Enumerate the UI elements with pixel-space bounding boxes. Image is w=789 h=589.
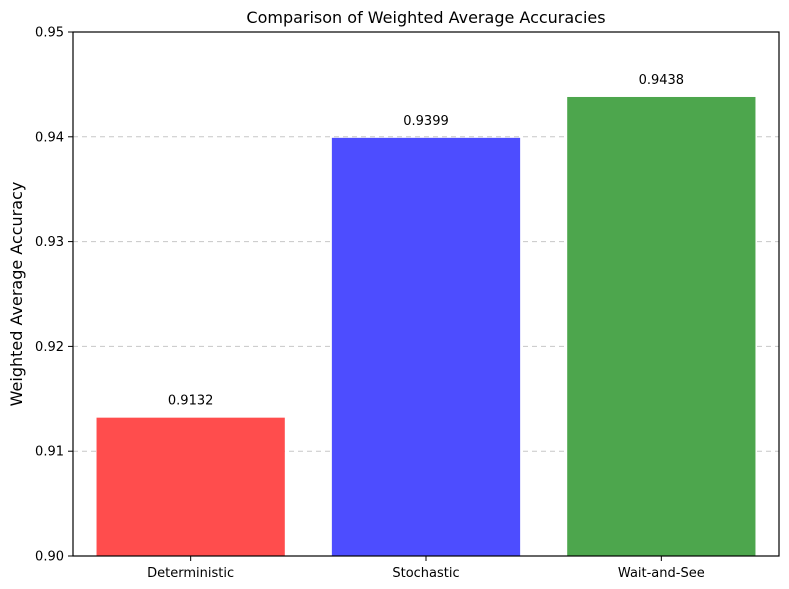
y-tick-label: 0.91 bbox=[35, 445, 64, 460]
bar-wait-and-see bbox=[567, 96, 756, 556]
x-tick-label: Wait-and-See bbox=[618, 566, 705, 581]
chart-title: Comparison of Weighted Average Accuracie… bbox=[246, 8, 605, 27]
data-label: 0.9399 bbox=[403, 114, 449, 129]
y-tick-label: 0.95 bbox=[35, 26, 64, 41]
y-tick-label: 0.93 bbox=[35, 235, 64, 250]
bar-deterministic bbox=[96, 417, 285, 556]
plot-frame bbox=[72, 31, 780, 557]
bars bbox=[96, 96, 756, 556]
data-labels: 0.9132 0.9399 0.9438 bbox=[168, 73, 684, 409]
x-tick-label: Deterministic bbox=[147, 566, 234, 581]
y-axis-label: Weighted Average Accuracy bbox=[7, 182, 26, 407]
y-tick-label: 0.92 bbox=[35, 340, 64, 355]
x-axis-ticks: Deterministic Stochastic Wait-and-See bbox=[147, 556, 705, 581]
data-label: 0.9132 bbox=[168, 394, 214, 409]
data-label: 0.9438 bbox=[639, 73, 685, 88]
y-tick-label: 0.94 bbox=[35, 130, 64, 145]
x-tick-label: Stochastic bbox=[392, 566, 459, 581]
y-tick-label: 0.90 bbox=[35, 550, 64, 565]
y-axis-ticks: 0.90 0.91 0.92 0.93 0.94 0.95 bbox=[35, 26, 73, 565]
bar-stochastic bbox=[331, 137, 521, 556]
